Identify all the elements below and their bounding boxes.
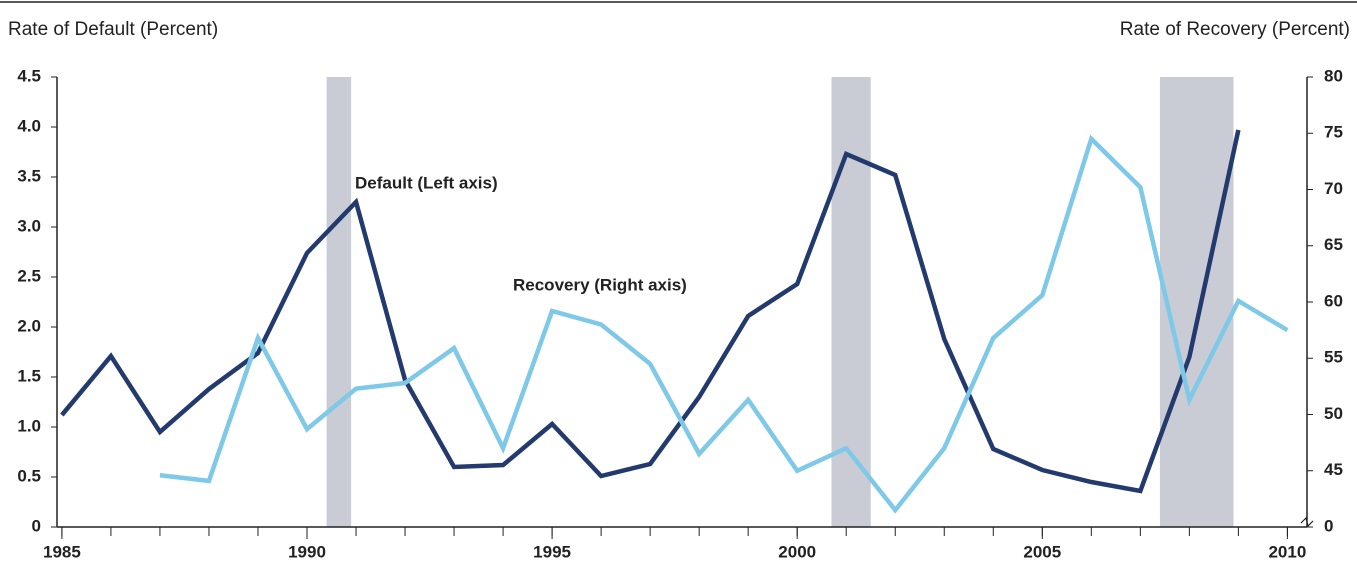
recession-band [1159, 77, 1234, 527]
y-tick-label: 1.5 [17, 366, 41, 385]
y-tick-label: 3.0 [17, 216, 41, 235]
y-tick-label: 0 [32, 516, 41, 535]
y-tick-label: 0.5 [17, 466, 41, 485]
y-tick-label: 1.0 [17, 416, 41, 435]
y-tick-label: 2.0 [17, 316, 41, 335]
recession-band [326, 77, 352, 527]
y-axis-label: Rate of Default (Percent) [8, 19, 218, 40]
x-tick-label: 1990 [288, 542, 326, 561]
y2-tick-label: 75 [1324, 123, 1343, 142]
y2-tick-label: 0 [1324, 516, 1333, 535]
y-tick-label: 2.5 [17, 266, 41, 285]
y2-tick-label: 55 [1324, 348, 1343, 367]
x-tick-label: 2000 [778, 542, 816, 561]
series-line [60, 129, 1241, 494]
recession-band [831, 77, 871, 527]
y2-tick-label: 70 [1324, 179, 1343, 198]
x-tick-label: 2010 [1268, 542, 1306, 561]
x-tick-label: 2005 [1023, 542, 1061, 561]
y-tick-label: 4.0 [17, 116, 41, 135]
y2-tick-label: 45 [1324, 460, 1343, 479]
y-tick-label: 4.5 [17, 66, 41, 85]
annotation: Default (Left axis) [355, 173, 498, 192]
y2-tick-label: 50 [1324, 404, 1343, 423]
y2-tick-label: 60 [1324, 291, 1343, 310]
series-line [159, 134, 1289, 514]
axis-break [1300, 516, 1314, 528]
y2-tick-label: 65 [1324, 235, 1343, 254]
y-tick-label: 3.5 [17, 166, 41, 185]
y2-tick-label: 80 [1324, 66, 1343, 85]
x-tick-label: 1995 [533, 542, 571, 561]
x-tick-label: 1985 [43, 542, 81, 561]
annotation: Recovery (Right axis) [513, 275, 687, 294]
y2-axis-label: Rate of Recovery (Percent) [1120, 19, 1350, 40]
